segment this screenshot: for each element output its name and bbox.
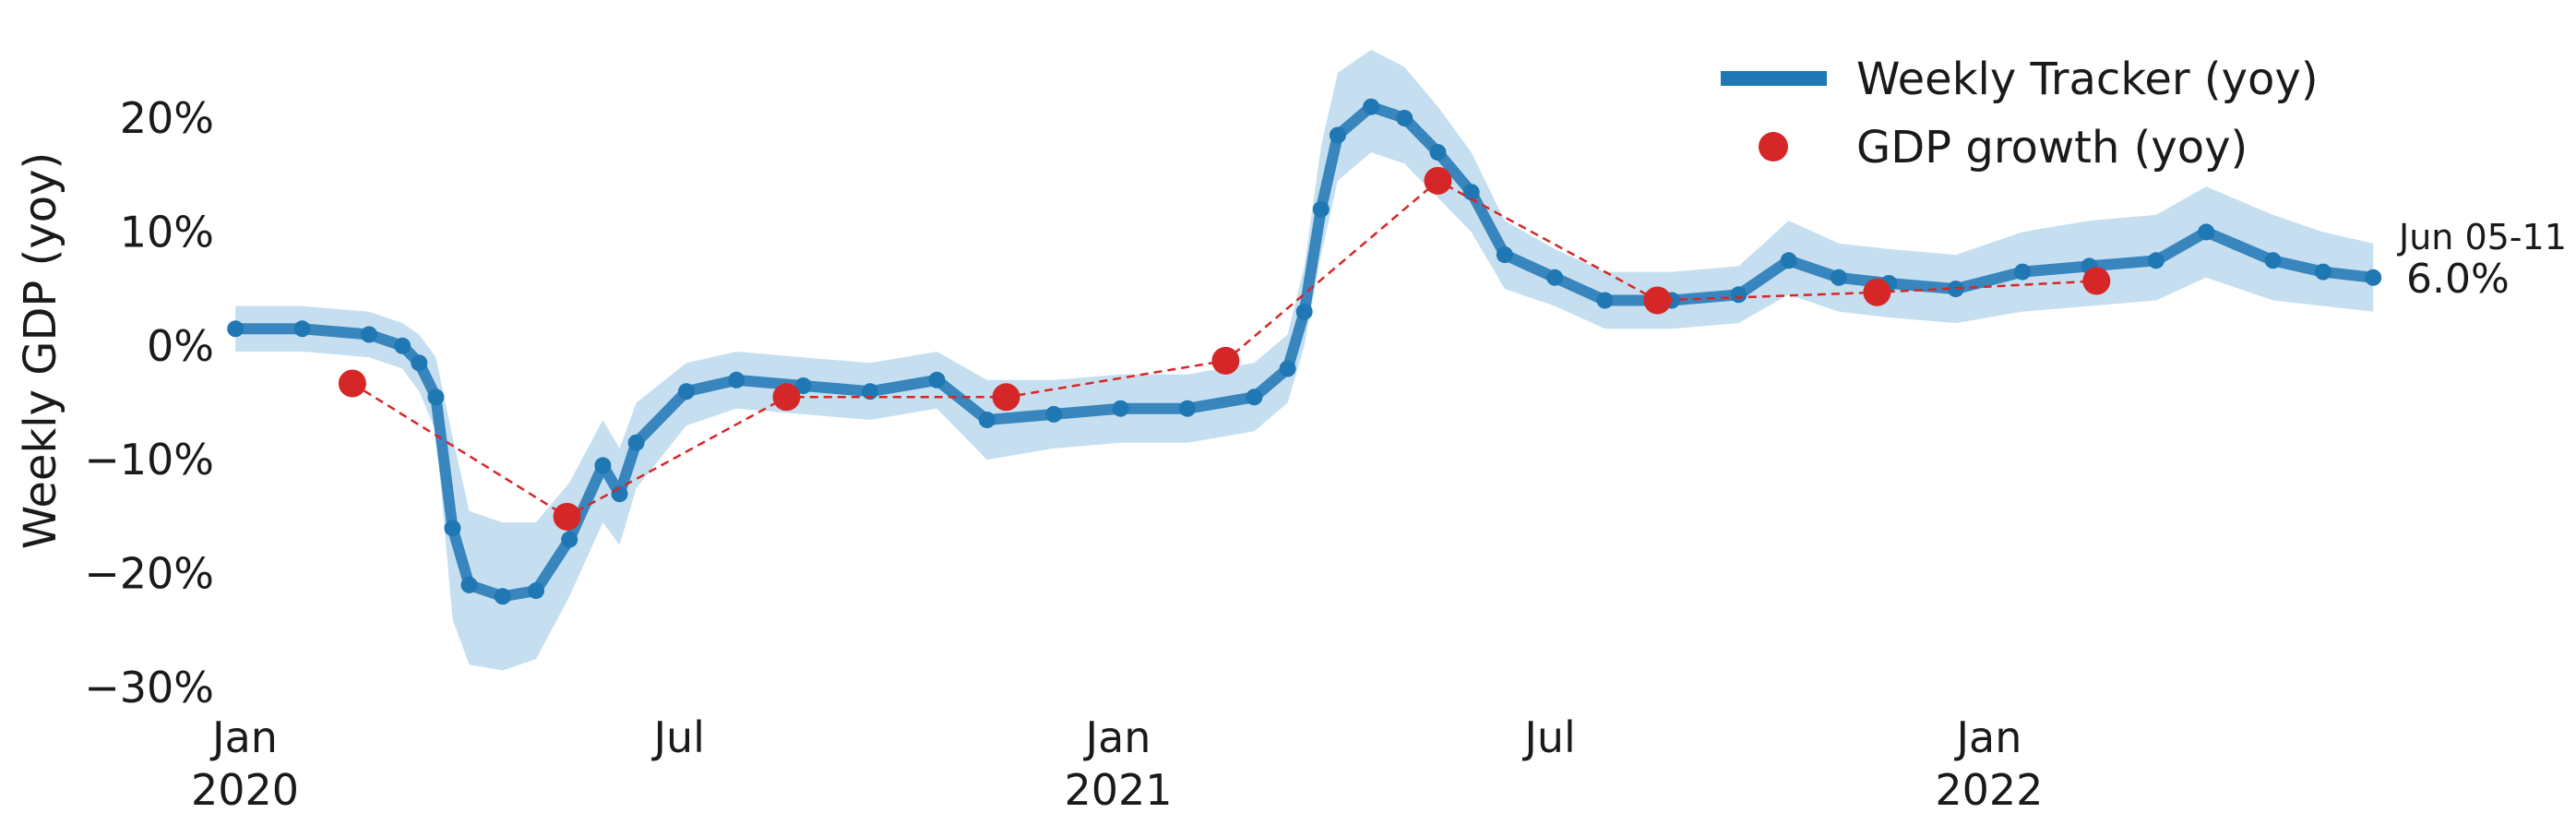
tracker-point: [1329, 126, 1346, 144]
x-tick-year-label: 2021: [1064, 765, 1172, 815]
gdp-point: [1863, 278, 1891, 306]
x-tick-label: Jan: [1953, 712, 2021, 762]
tracker-point: [1396, 110, 1413, 126]
tracker-point: [728, 371, 745, 389]
tracker-point: [2365, 269, 2382, 286]
gdp-point: [1211, 346, 1240, 375]
tracker-point: [978, 412, 996, 428]
x-tick-year-label: 2022: [1935, 765, 2043, 815]
annotation-value: 6.0%: [2406, 256, 2510, 303]
gdp-point: [338, 369, 366, 398]
gdp-point: [1424, 166, 1452, 195]
tracker-point: [1295, 303, 1313, 320]
tracker-point: [361, 326, 377, 343]
tracker-point: [794, 377, 812, 394]
tracker-line-layer: [227, 98, 2382, 605]
gdp-growth-layer: [338, 166, 2111, 531]
tracker-point: [1429, 144, 1447, 161]
y-axis-label: Weekly GDP (yoy): [15, 152, 66, 550]
tracker-point: [1179, 400, 1196, 417]
tracker-point: [2264, 252, 2282, 269]
tracker-point: [1596, 292, 1614, 309]
tracker-point: [1546, 269, 1564, 286]
tracker-point: [2314, 263, 2332, 281]
y-tick-label: −20%: [84, 549, 214, 599]
tracker-point: [1780, 252, 1797, 269]
tracker-point: [1312, 200, 1330, 218]
tracker-point: [227, 320, 244, 338]
tracker-point: [561, 531, 578, 548]
y-tick-label: 20%: [120, 93, 214, 143]
tracker-point: [1363, 98, 1380, 115]
tracker-point: [1462, 184, 1480, 201]
y-tick-label: −30%: [84, 663, 214, 712]
y-tick-label: −10%: [84, 435, 214, 484]
annotation-date: Jun 05-11: [2397, 217, 2567, 257]
gdp-point: [553, 502, 581, 531]
tracker-point: [1279, 360, 1296, 377]
tracker-point: [444, 520, 461, 537]
x-tick-year-label: 2020: [191, 765, 299, 815]
legend-label-tracker: Weekly Tracker (yoy): [1856, 54, 2319, 105]
tracker-point: [677, 383, 695, 401]
tracker-point: [293, 320, 311, 338]
tracker-point: [494, 588, 511, 605]
tracker-point: [1947, 281, 1964, 298]
y-tick-label: 0%: [147, 321, 214, 371]
tracker-point: [928, 371, 946, 389]
tracker-point: [1496, 246, 1513, 264]
tracker-point: [1246, 389, 1263, 406]
y-tick-labels: 20% 10% 0% −10% −20% −30%: [84, 93, 214, 712]
last-value-annotation: Jun 05-11 6.0%: [2397, 217, 2567, 303]
tracker-point: [394, 337, 411, 354]
gdp-point: [2082, 267, 2111, 295]
legend-swatch-gdp: [1759, 132, 1788, 161]
legend-swatch-tracker-marker: [1766, 71, 1781, 86]
gdp-point: [1643, 286, 1672, 315]
tracker-point: [427, 389, 445, 406]
y-tick-label: 10%: [120, 207, 214, 257]
tracker-point: [594, 457, 612, 474]
legend-label-gdp: GDP growth (yoy): [1856, 122, 2248, 173]
legend: Weekly Tracker (yoy) GDP growth (yoy): [1721, 54, 2319, 173]
x-tick-label: Jan: [1083, 712, 1151, 762]
x-tick-label: Jan: [209, 712, 278, 762]
gdp-point: [772, 383, 801, 412]
tracker-point: [2014, 263, 2032, 281]
x-tick-label: Jul: [1521, 712, 1576, 762]
tracker-point: [2147, 252, 2165, 269]
tracker-point: [862, 383, 879, 401]
tracker-point: [627, 434, 645, 451]
tracker-point: [528, 582, 544, 600]
tracker-point: [1112, 400, 1129, 417]
tracker-point: [1045, 405, 1063, 423]
gdp-point: [992, 383, 1020, 412]
tracker-point: [460, 576, 478, 593]
tracker-point: [1730, 286, 1747, 304]
tracker-point: [411, 354, 428, 372]
tracker-point: [2198, 223, 2215, 241]
tracker-point: [1831, 269, 1847, 286]
x-tick-label: Jul: [650, 712, 705, 762]
